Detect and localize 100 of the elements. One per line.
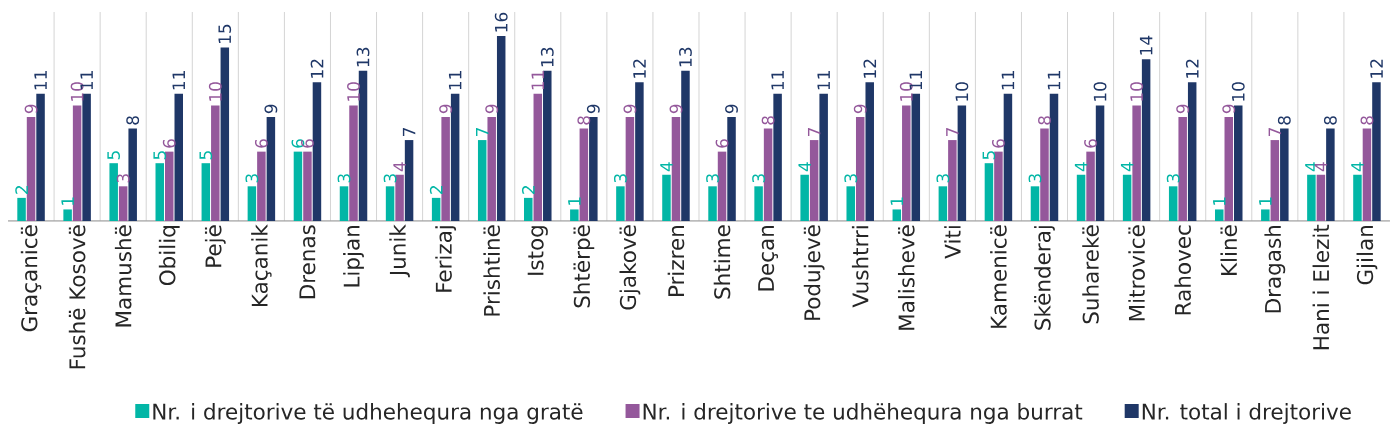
x-tick-label: Vushtrri bbox=[851, 226, 869, 308]
data-label: 9 bbox=[264, 104, 278, 114]
data-label: 3 bbox=[613, 174, 627, 183]
data-label: 3 bbox=[337, 174, 351, 183]
bar bbox=[303, 151, 312, 221]
bar bbox=[524, 197, 533, 221]
bar bbox=[763, 128, 773, 221]
bar bbox=[1178, 116, 1187, 221]
bar bbox=[109, 163, 118, 221]
bar bbox=[431, 197, 441, 221]
bar bbox=[1132, 105, 1141, 221]
data-label: 8 bbox=[1277, 116, 1291, 125]
bar bbox=[293, 151, 303, 221]
data-label: 9 bbox=[586, 104, 600, 114]
data-label: 13 bbox=[540, 47, 554, 67]
data-label: 12 bbox=[1185, 59, 1199, 78]
bar bbox=[1362, 128, 1372, 221]
data-label: 8 bbox=[1360, 116, 1374, 125]
data-label: 4 bbox=[1074, 162, 1088, 172]
x-tick-label: Graçanicë bbox=[20, 225, 42, 332]
bar bbox=[754, 186, 763, 221]
data-label: 8 bbox=[577, 116, 591, 125]
data-label: 3 bbox=[245, 174, 259, 183]
bar bbox=[1049, 93, 1059, 221]
data-label: 11 bbox=[448, 71, 462, 90]
bar bbox=[1280, 128, 1289, 221]
data-label: 5 bbox=[107, 151, 120, 160]
data-label: 2 bbox=[15, 186, 28, 194]
x-tick-label: Hani i Elezit bbox=[1312, 224, 1330, 350]
bar bbox=[1086, 151, 1095, 221]
bar bbox=[865, 82, 874, 221]
x-tick-label: Podujevë bbox=[803, 225, 825, 320]
bar bbox=[266, 116, 276, 221]
data-label: 3 bbox=[1028, 174, 1042, 183]
x-tick-label: Mitrovicë bbox=[1128, 225, 1145, 321]
data-label: 11 bbox=[531, 71, 544, 90]
x-tick-label: Kaçanik bbox=[251, 224, 272, 307]
data-label: 7 bbox=[402, 128, 416, 136]
bar bbox=[1353, 174, 1362, 221]
bar bbox=[727, 116, 736, 221]
data-label: 7 bbox=[946, 128, 959, 136]
data-label: 11 bbox=[1047, 71, 1061, 90]
data-label: 7 bbox=[807, 128, 821, 136]
bar bbox=[1168, 186, 1178, 221]
bar bbox=[1326, 128, 1335, 221]
bar bbox=[36, 93, 45, 221]
data-label: 9 bbox=[24, 104, 38, 114]
x-tick-label: Ferizaj bbox=[435, 226, 457, 292]
data-label: 1 bbox=[890, 197, 903, 205]
data-label: 13 bbox=[356, 47, 370, 67]
legend-label: Nr. i drejtorive të udhehequra nga gratë bbox=[153, 403, 583, 424]
bar bbox=[717, 151, 727, 221]
data-label: 3 bbox=[936, 174, 950, 183]
data-label: 5 bbox=[153, 151, 167, 160]
bar bbox=[358, 70, 368, 221]
x-tick-label: Prizren bbox=[667, 226, 685, 296]
x-tick-label: Klinë bbox=[1220, 225, 1238, 275]
data-label: 13 bbox=[679, 47, 692, 67]
data-label: 11 bbox=[34, 71, 47, 90]
bar bbox=[128, 128, 137, 221]
bar bbox=[257, 151, 266, 221]
bar bbox=[579, 128, 589, 221]
bar bbox=[1261, 209, 1270, 221]
bar bbox=[1372, 82, 1381, 221]
data-label: 9 bbox=[1222, 104, 1236, 114]
data-label: 11 bbox=[172, 71, 185, 90]
bar bbox=[984, 163, 994, 221]
bar bbox=[1316, 174, 1326, 221]
data-label: 6 bbox=[254, 139, 268, 148]
data-label: 4 bbox=[1120, 162, 1134, 172]
bar bbox=[82, 93, 91, 221]
bar bbox=[17, 197, 26, 221]
bar bbox=[477, 140, 487, 221]
data-label: 11 bbox=[817, 71, 830, 90]
bar bbox=[118, 186, 128, 221]
bar bbox=[855, 116, 865, 221]
data-label: 3 bbox=[383, 174, 397, 183]
data-label: 8 bbox=[761, 116, 775, 125]
bar bbox=[155, 163, 164, 221]
data-label: 11 bbox=[771, 71, 784, 90]
bar bbox=[671, 116, 681, 221]
bar bbox=[681, 70, 690, 221]
data-label: 8 bbox=[1323, 116, 1337, 125]
data-label: 4 bbox=[1351, 162, 1364, 172]
bar bbox=[948, 140, 957, 221]
bar bbox=[1141, 59, 1151, 221]
x-tick-label: Prishtinë bbox=[483, 225, 501, 316]
bar bbox=[201, 163, 211, 221]
bar bbox=[635, 82, 644, 221]
bar bbox=[1307, 174, 1316, 221]
bar bbox=[496, 36, 506, 221]
bar bbox=[1270, 140, 1280, 221]
bar bbox=[26, 116, 36, 221]
bar bbox=[570, 209, 579, 221]
data-label: 1 bbox=[1259, 197, 1272, 205]
x-tick-label: Lipjan bbox=[343, 226, 364, 287]
data-label: 2 bbox=[429, 186, 443, 194]
bar bbox=[708, 186, 717, 221]
data-label: 4 bbox=[660, 162, 673, 172]
x-tick-label: Istog bbox=[527, 226, 548, 275]
